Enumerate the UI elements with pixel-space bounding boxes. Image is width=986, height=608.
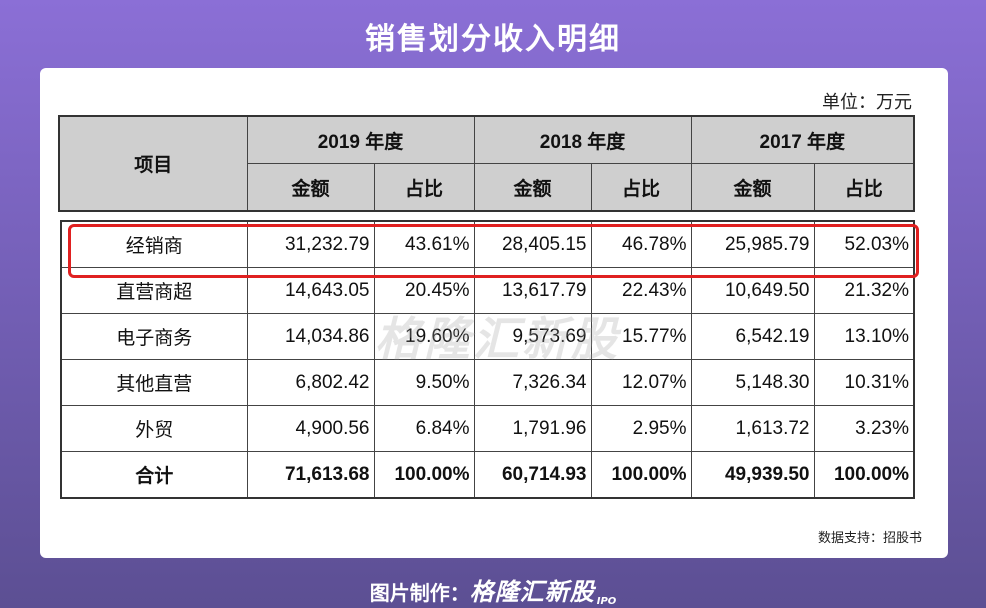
header-ratio: 占比 xyxy=(813,163,915,212)
ratio-cell: 46.78% xyxy=(590,220,692,268)
amount-cell: 25,985.79 xyxy=(690,220,815,268)
footer: 图片制作：格隆汇新股 IPO xyxy=(0,572,986,607)
header-year-2018: 2018 年度 xyxy=(473,115,692,164)
footer-prefix: 图片制作： xyxy=(369,581,470,605)
row-label: 合计 xyxy=(60,451,248,499)
amount-cell: 14,034.86 xyxy=(246,313,375,360)
table-row: 经销商 31,232.79 43.61% 28,405.15 46.78% 25,985.… xyxy=(60,220,915,268)
header-amount: 金额 xyxy=(473,163,592,212)
ratio-cell: 12.07% xyxy=(590,359,692,406)
row-label: 外贸 xyxy=(60,405,248,452)
watermark: 格隆汇新股 xyxy=(375,312,620,366)
amount-cell: 6,542.19 xyxy=(690,313,815,360)
header-year-2017: 2017 年度 xyxy=(690,115,915,164)
header-amount: 金额 xyxy=(690,163,815,212)
unit-label: 单位：万元 xyxy=(822,92,912,113)
amount-cell: 13,617.79 xyxy=(473,267,592,314)
header-ratio: 占比 xyxy=(590,163,692,212)
table-row: 直营商超 14,643.05 20.45% 13,617.79 22.43% 10,649… xyxy=(60,267,915,314)
amount-cell: 49,939.50 xyxy=(690,451,815,499)
header-year-2019: 2019 年度 xyxy=(246,115,475,164)
ratio-cell: 13.10% xyxy=(813,313,915,360)
row-label: 电子商务 xyxy=(60,313,248,360)
ratio-cell: 100.00% xyxy=(813,451,915,499)
ratio-cell: 21.32% xyxy=(813,267,915,314)
row-label: 其他直营 xyxy=(60,359,248,406)
header-item: 项目 xyxy=(58,115,248,212)
header-amount: 金额 xyxy=(246,163,375,212)
header-ratio: 占比 xyxy=(373,163,475,212)
page-title: 销售划分收入明细 xyxy=(365,22,621,57)
amount-cell: 4,900.56 xyxy=(246,405,375,452)
amount-cell: 10,649.50 xyxy=(690,267,815,314)
amount-cell: 1,791.96 xyxy=(473,405,592,452)
footer-brand-logo: 格隆汇新股 xyxy=(469,578,595,606)
row-label: 经销商 xyxy=(60,220,248,268)
table-header: 项目 2019 年度 2018 年度 2017 年度 金额 占比 金额 占比 金… xyxy=(58,115,916,212)
table-row: 其他直营 6,802.42 9.50% 7,326.34 12.07% 5,148.30 1… xyxy=(60,359,915,406)
ratio-cell: 6.84% xyxy=(373,405,475,452)
amount-cell: 31,232.79 xyxy=(246,220,375,268)
ratio-cell: 3.23% xyxy=(813,405,915,452)
amount-cell: 14,643.05 xyxy=(246,267,375,314)
amount-cell: 1,613.72 xyxy=(690,405,815,452)
table-row: 电子商务 14,034.86 19.60% 9,573.69 15.77% 6,542.1… xyxy=(60,313,915,360)
ratio-cell: 20.45% xyxy=(373,267,475,314)
ratio-cell: 100.00% xyxy=(590,451,692,499)
amount-cell: 6,802.42 xyxy=(246,359,375,406)
ratio-cell: 9.50% xyxy=(373,359,475,406)
amount-cell: 28,405.15 xyxy=(473,220,592,268)
footer-ipo-mark: IPO xyxy=(596,596,617,607)
amount-cell: 7,326.34 xyxy=(473,359,592,406)
ratio-cell: 10.31% xyxy=(813,359,915,406)
amount-cell: 71,613.68 xyxy=(246,451,375,499)
amount-cell: 9,573.69 xyxy=(473,313,592,360)
source-note: 数据支持：招股书 xyxy=(817,531,922,546)
ratio-cell: 2.95% xyxy=(590,405,692,452)
amount-cell: 60,714.93 xyxy=(473,451,592,499)
row-label: 直营商超 xyxy=(60,267,248,314)
table-card: 单位：万元 项目 2019 年度 2018 年度 2017 年度 金额 占比 金… xyxy=(40,68,948,558)
ratio-cell: 43.61% xyxy=(373,220,475,268)
ratio-cell: 15.77% xyxy=(590,313,692,360)
ratio-cell: 52.03% xyxy=(813,220,915,268)
ratio-cell: 100.00% xyxy=(373,451,475,499)
data-table: 经销商 31,232.79 43.61% 28,405.15 46.78% 25,985.… xyxy=(60,220,915,499)
table-row: 合计 71,613.68 100.00% 60,714.93 100.00% 49,939… xyxy=(60,451,915,499)
table-row: 外贸 4,900.56 6.84% 1,791.96 2.95% 1,613.72 3.23… xyxy=(60,405,915,452)
amount-cell: 5,148.30 xyxy=(690,359,815,406)
